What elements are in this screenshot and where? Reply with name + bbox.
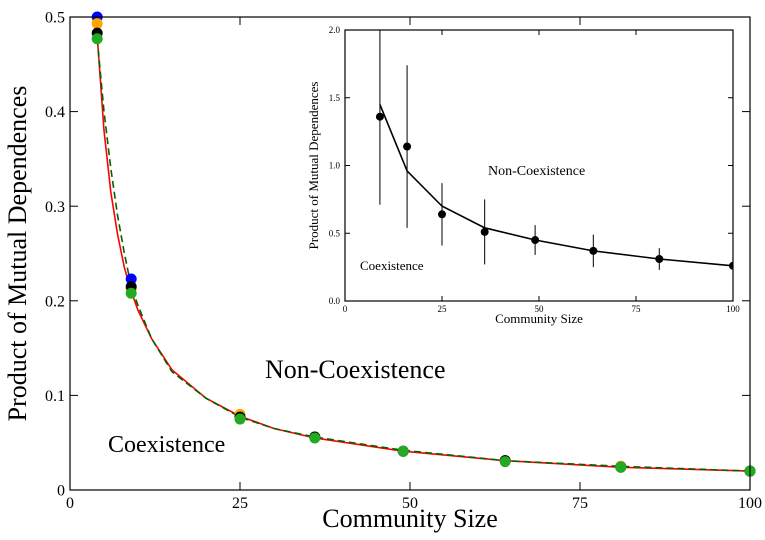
marker (397, 445, 409, 457)
x-tick-label: 100 (738, 495, 762, 512)
inset-background (345, 30, 733, 301)
plot-frame (344, 29, 734, 302)
y-axis-label: Product of Mutual Dependences (3, 86, 32, 422)
marker (655, 254, 664, 263)
x-tick-label: 100 (726, 304, 740, 314)
x-tick-label: 50 (535, 304, 545, 314)
series-group (375, 30, 733, 273)
marker (125, 273, 137, 285)
marker (438, 210, 446, 219)
annotation: Coexistence (360, 258, 424, 273)
plot: 0 25 50 75 100 0 0.1 0.2 0.3 0.4 0.5 Community Size… (3, 10, 762, 533)
x-tick-label: 75 (572, 495, 588, 512)
x-tick-label: 50 (402, 495, 418, 512)
annotation: Non-Coexistence (488, 164, 585, 179)
marker (480, 227, 489, 236)
marker (91, 33, 103, 45)
series-line (96, 38, 751, 472)
annotation: Non-Coexistence (265, 355, 446, 384)
y-tick-label: 0.2 (45, 293, 65, 310)
y-tick-label: 0.4 (45, 104, 65, 121)
x-axis-label: Community Size (322, 504, 498, 533)
y-tick-label: 0 (57, 483, 65, 500)
plot-frame (69, 16, 751, 491)
y-tick-label: 0.3 (45, 199, 65, 216)
marker (531, 236, 540, 245)
marker (499, 456, 511, 468)
y-tick-label: 2.0 (329, 25, 341, 35)
marker (309, 432, 321, 444)
series-line (379, 104, 733, 267)
x-tick-label: 0 (66, 495, 74, 512)
y-tick-label: 0.5 (329, 228, 341, 238)
y-tick-label: 0.0 (329, 296, 341, 306)
marker (91, 18, 103, 30)
x-axis-label: Community Size (495, 311, 583, 326)
marker (403, 142, 412, 151)
y-tick-label: 1.0 (329, 161, 341, 171)
marker (615, 461, 627, 473)
x-tick-label: 25 (438, 304, 448, 314)
y-axis-label: Product of Mutual Dependences (306, 82, 321, 250)
marker (125, 287, 137, 299)
marker (589, 246, 598, 255)
x-tick-label: 0 (343, 304, 348, 314)
y-tick-label: 0.1 (45, 388, 65, 405)
marker (234, 413, 246, 425)
marker (375, 112, 384, 121)
plot: 0 25 50 75 100 0.0 0.5 1.0 1.5 2.0 Community Size P… (306, 25, 740, 326)
y-tick-label: 1.5 (329, 93, 341, 103)
annotation: Coexistence (108, 432, 225, 458)
x-tick-label: 75 (632, 304, 642, 314)
y-tick-label: 0.5 (45, 10, 65, 27)
x-tick-label: 25 (232, 495, 248, 512)
marker (729, 261, 733, 270)
